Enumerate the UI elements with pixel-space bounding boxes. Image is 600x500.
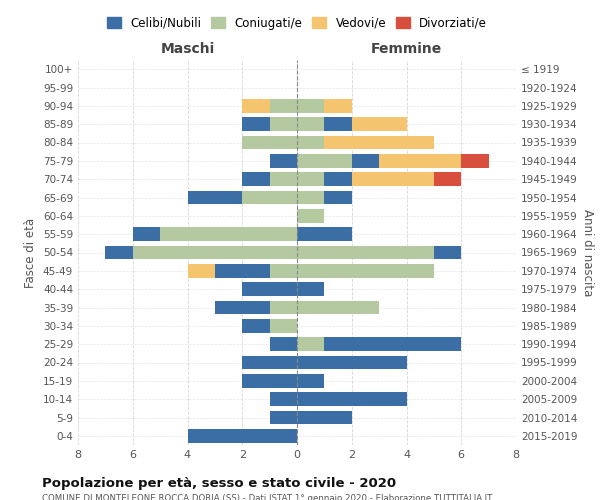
Text: COMUNE DI MONTELEONE ROCCA DORIA (SS) - Dati ISTAT 1° gennaio 2020 - Elaborazion: COMUNE DI MONTELEONE ROCCA DORIA (SS) - … xyxy=(42,494,493,500)
Bar xyxy=(325,190,352,204)
Bar xyxy=(269,338,297,351)
Bar xyxy=(325,338,461,351)
Bar xyxy=(242,374,297,388)
Bar xyxy=(242,190,297,204)
Text: Popolazione per età, sesso e stato civile - 2020: Popolazione per età, sesso e stato civil… xyxy=(42,478,396,490)
Bar xyxy=(352,172,434,186)
Bar xyxy=(434,246,461,260)
Bar xyxy=(215,300,269,314)
Bar xyxy=(269,264,297,278)
Bar xyxy=(297,118,325,131)
Bar xyxy=(297,356,407,370)
Bar xyxy=(352,154,379,168)
Bar xyxy=(325,172,352,186)
Bar xyxy=(269,319,297,332)
Bar xyxy=(269,392,297,406)
Bar xyxy=(133,246,297,260)
Bar xyxy=(297,300,379,314)
Bar xyxy=(106,246,133,260)
Bar xyxy=(269,410,297,424)
Bar xyxy=(160,228,297,241)
Bar xyxy=(242,99,269,112)
Bar xyxy=(297,136,325,149)
Bar xyxy=(269,172,297,186)
Bar xyxy=(297,392,407,406)
Bar xyxy=(297,209,325,222)
Bar xyxy=(297,190,325,204)
Bar xyxy=(269,154,297,168)
Bar xyxy=(325,99,352,112)
Bar xyxy=(242,118,269,131)
Legend: Celibi/Nubili, Coniugati/e, Vedovi/e, Divorziati/e: Celibi/Nubili, Coniugati/e, Vedovi/e, Di… xyxy=(102,12,492,34)
Bar xyxy=(242,282,297,296)
Y-axis label: Fasce di età: Fasce di età xyxy=(25,218,37,288)
Bar xyxy=(242,172,269,186)
Bar xyxy=(133,228,160,241)
Bar xyxy=(242,319,269,332)
Bar xyxy=(434,172,461,186)
Bar xyxy=(269,118,297,131)
Bar xyxy=(187,429,297,442)
Bar xyxy=(325,136,434,149)
Text: Maschi: Maschi xyxy=(160,42,215,56)
Bar xyxy=(297,264,434,278)
Bar xyxy=(297,246,434,260)
Bar xyxy=(269,300,297,314)
Bar xyxy=(297,228,352,241)
Bar xyxy=(297,99,325,112)
Bar xyxy=(297,410,352,424)
Bar xyxy=(242,136,297,149)
Bar xyxy=(325,118,352,131)
Text: Femmine: Femmine xyxy=(371,42,442,56)
Bar xyxy=(297,154,352,168)
Bar xyxy=(297,282,325,296)
Bar xyxy=(352,118,407,131)
Bar xyxy=(215,264,269,278)
Bar xyxy=(297,374,325,388)
Bar xyxy=(187,190,242,204)
Bar xyxy=(269,99,297,112)
Bar xyxy=(297,338,325,351)
Y-axis label: Anni di nascita: Anni di nascita xyxy=(581,209,594,296)
Bar xyxy=(297,172,325,186)
Bar xyxy=(242,356,297,370)
Bar xyxy=(379,154,461,168)
Bar xyxy=(187,264,215,278)
Bar xyxy=(461,154,488,168)
